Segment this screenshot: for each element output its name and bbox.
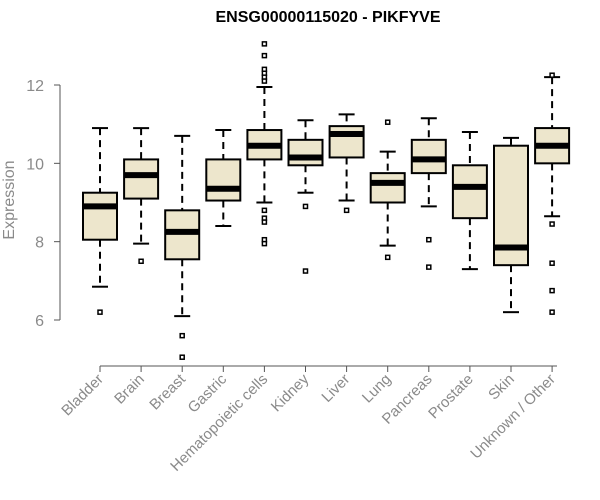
outlier-point bbox=[261, 41, 268, 47]
outlier-point bbox=[384, 254, 391, 261]
box-lung bbox=[369, 119, 406, 261]
outlier-point bbox=[549, 287, 555, 294]
box-iqr bbox=[123, 158, 160, 200]
outlier-point bbox=[261, 78, 268, 84]
x-tick-label: Skin bbox=[485, 371, 518, 404]
outlier-point bbox=[261, 207, 268, 214]
y-tick-label: 12 bbox=[26, 78, 44, 95]
outlier-point bbox=[261, 219, 268, 225]
outlier-point bbox=[97, 309, 103, 315]
x-tick-label: Brain bbox=[111, 371, 148, 408]
chart-title: ENSG00000115020 - PIKFYVE bbox=[215, 9, 440, 26]
x-tick-label: Lung bbox=[359, 371, 395, 407]
x-tick-label: Bladder bbox=[58, 371, 107, 420]
box-iqr bbox=[205, 158, 242, 202]
box-iqr bbox=[82, 191, 118, 241]
box-kidney bbox=[287, 119, 324, 274]
box-hematopoietic-cells bbox=[246, 41, 283, 247]
x-tick-label: Prostate bbox=[425, 371, 477, 423]
outlier-point bbox=[179, 354, 185, 360]
box-prostate bbox=[451, 131, 488, 271]
outlier-point bbox=[549, 309, 555, 315]
box-liver bbox=[328, 113, 365, 214]
y-tick-label: 10 bbox=[26, 156, 44, 173]
box-gastric bbox=[205, 129, 242, 227]
box-bladder bbox=[82, 127, 118, 315]
outlier-point bbox=[384, 119, 391, 125]
x-tick-label: Kidney bbox=[268, 370, 313, 415]
box-iqr bbox=[369, 172, 406, 204]
outlier-point bbox=[179, 332, 185, 339]
box-iqr bbox=[328, 125, 365, 159]
y-tick-label: 8 bbox=[35, 235, 44, 252]
outlier-point bbox=[261, 240, 268, 247]
box-unknown-other bbox=[534, 72, 571, 315]
box-breast bbox=[164, 134, 201, 360]
outlier-point bbox=[426, 236, 432, 243]
outlier-point bbox=[549, 72, 555, 78]
outlier-point bbox=[138, 258, 144, 264]
box-brain bbox=[123, 127, 160, 264]
y-axis-label: Expression bbox=[1, 160, 18, 239]
outlier-point bbox=[302, 268, 309, 274]
box-iqr bbox=[287, 138, 324, 167]
outlier-point bbox=[343, 207, 350, 214]
box-iqr bbox=[451, 164, 488, 220]
boxes-group bbox=[82, 41, 571, 360]
outlier-point bbox=[426, 264, 432, 270]
x-tick-label: Breast bbox=[146, 370, 189, 413]
outlier-point bbox=[302, 203, 309, 210]
box-skin bbox=[493, 136, 529, 314]
box-pancreas bbox=[410, 117, 447, 270]
outlier-point bbox=[549, 260, 555, 266]
outlier-point bbox=[549, 221, 555, 227]
x-tick-label: Liver bbox=[318, 371, 353, 406]
outlier-point bbox=[261, 52, 268, 59]
y-tick-label: 6 bbox=[35, 313, 44, 330]
